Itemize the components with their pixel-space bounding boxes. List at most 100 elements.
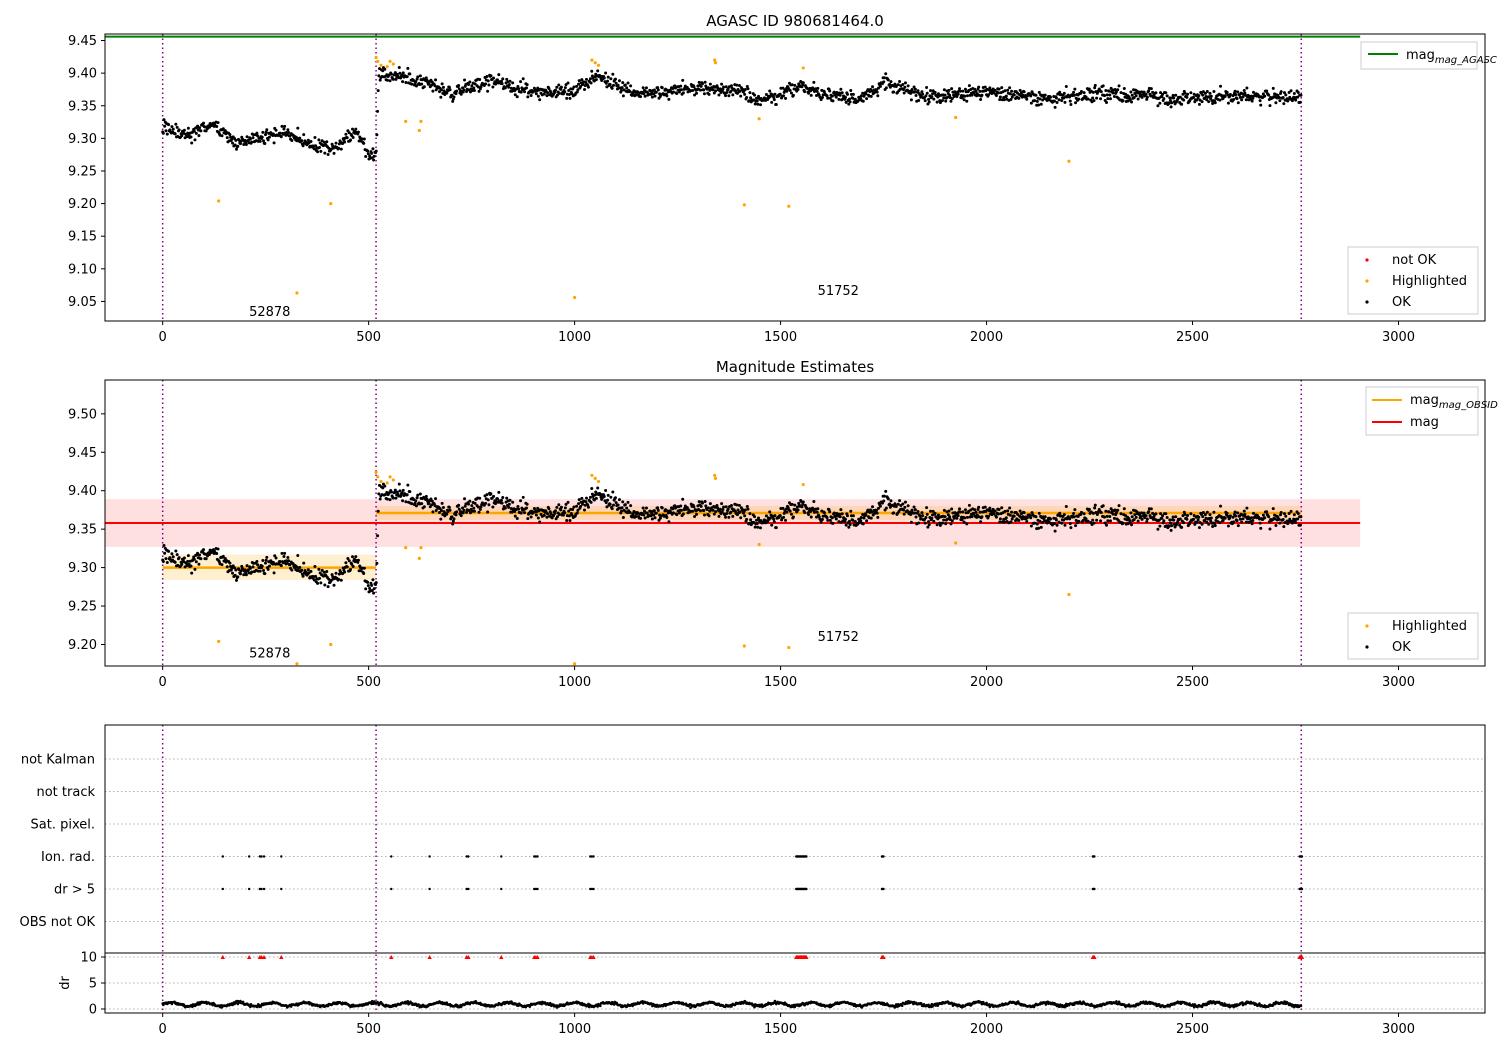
ok-point <box>401 488 405 492</box>
ok-point <box>726 507 730 511</box>
x-tick-label: 2000 <box>970 330 1003 345</box>
ok-point <box>1073 508 1077 512</box>
ok-point <box>286 555 290 559</box>
ok-point <box>935 100 939 104</box>
ok-point <box>909 520 913 524</box>
ok-point <box>1182 521 1186 525</box>
ok-point <box>568 518 572 522</box>
ok-point <box>755 518 759 522</box>
ok-point <box>1130 93 1134 97</box>
ok-point <box>955 94 959 98</box>
ok-point <box>1180 102 1184 106</box>
ok-point <box>1038 519 1042 523</box>
ok-point <box>1205 89 1209 93</box>
ok-point <box>970 93 974 97</box>
ok-point <box>1292 92 1296 96</box>
ok-point <box>287 131 291 135</box>
ok-point <box>869 516 873 520</box>
ok-point <box>1092 99 1096 103</box>
ok-point <box>933 511 937 515</box>
ok-point <box>616 503 620 507</box>
ok-point <box>845 514 849 518</box>
ok-point <box>1292 513 1296 517</box>
ok-point <box>998 520 1002 524</box>
ok-point <box>952 94 956 98</box>
ok-point <box>675 91 679 95</box>
ok-point <box>753 515 757 519</box>
ok-point <box>383 484 387 488</box>
ok-point <box>644 86 648 90</box>
ok-point <box>923 99 927 103</box>
ok-point <box>466 83 470 87</box>
ok-point <box>820 96 824 100</box>
ok-point <box>437 90 441 94</box>
ok-point <box>1192 517 1196 521</box>
ok-point <box>994 94 998 98</box>
ok-point <box>898 499 902 503</box>
ok-point <box>712 512 716 516</box>
legend-label-ok-2: OK <box>1392 640 1411 655</box>
ok-point <box>1025 519 1029 523</box>
ok-point <box>1140 517 1144 521</box>
panel-title-agasc: AGASC ID 980681464.0 <box>706 12 884 30</box>
ok-point <box>681 78 685 82</box>
ok-point <box>309 569 313 573</box>
highlighted-point <box>757 542 761 547</box>
ok-point <box>979 97 983 101</box>
ok-point <box>918 514 922 518</box>
ok-point <box>215 552 219 556</box>
ok-point <box>903 505 907 509</box>
ok-point <box>876 515 880 519</box>
ok-point <box>938 521 942 525</box>
ok-point <box>337 146 341 150</box>
ok-point <box>606 75 610 79</box>
ok-point <box>708 502 712 506</box>
ok-point <box>988 86 992 90</box>
ok-point <box>262 139 266 143</box>
ok-point <box>489 492 493 496</box>
ok-point <box>1205 98 1209 102</box>
y-tick-label: 9.25 <box>68 600 97 615</box>
ok-point <box>190 141 194 145</box>
ok-point <box>735 503 739 507</box>
ok-point <box>251 136 255 140</box>
ok-point <box>251 565 255 569</box>
ok-point <box>1164 512 1168 516</box>
ok-point <box>1236 101 1240 105</box>
ok-point <box>559 85 563 89</box>
ok-point <box>606 498 610 502</box>
highlighted-point <box>573 662 577 666</box>
ok-point <box>1035 99 1039 103</box>
ok-point <box>1281 96 1285 100</box>
ok-point <box>233 573 237 577</box>
ok-point <box>1161 514 1165 518</box>
y-tick-label: 9.30 <box>68 561 97 576</box>
ok-point <box>813 510 817 514</box>
ok-point <box>405 493 409 497</box>
ok-point <box>1228 92 1232 96</box>
ok-point <box>882 76 886 80</box>
ok-point <box>801 500 805 504</box>
ok-point <box>331 575 335 579</box>
x-tick-label: 3000 <box>1382 675 1415 690</box>
ok-point <box>756 525 760 529</box>
ok-point <box>1178 517 1182 521</box>
ok-point <box>1122 86 1126 90</box>
ok-point <box>875 511 879 515</box>
ok-point <box>801 502 805 506</box>
ion-rad-flag <box>247 855 251 858</box>
ok-point <box>231 141 235 145</box>
ok-point <box>472 509 476 513</box>
ok-point <box>653 94 657 98</box>
ok-point <box>182 556 186 560</box>
ok-point <box>389 490 393 494</box>
ok-point <box>875 90 879 94</box>
ok-point <box>1018 509 1022 513</box>
ok-point <box>826 96 830 100</box>
ok-point <box>965 515 969 519</box>
ok-point <box>1159 512 1163 516</box>
ok-point <box>1055 523 1059 527</box>
ok-point <box>500 501 504 505</box>
ok-point <box>692 505 696 509</box>
ok-point <box>1186 92 1190 96</box>
